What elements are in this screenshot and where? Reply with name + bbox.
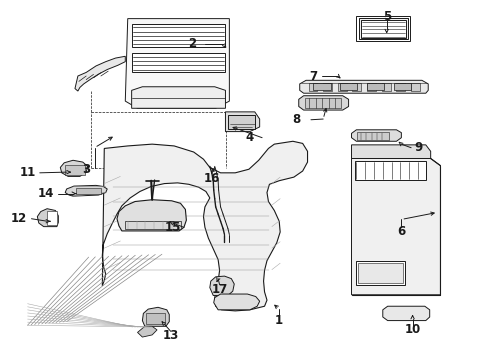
Bar — [359, 18, 408, 39]
Bar — [314, 83, 331, 90]
Polygon shape — [125, 19, 229, 108]
Text: 5: 5 — [383, 10, 391, 23]
Bar — [147, 314, 165, 324]
Circle shape — [141, 216, 152, 225]
Text: 3: 3 — [82, 163, 90, 176]
Text: 15: 15 — [165, 221, 181, 234]
Bar — [76, 188, 101, 194]
Text: 8: 8 — [292, 113, 300, 126]
Text: 6: 6 — [397, 225, 406, 238]
Polygon shape — [65, 185, 107, 196]
Polygon shape — [117, 200, 186, 231]
Polygon shape — [37, 209, 58, 226]
Polygon shape — [225, 112, 260, 132]
Bar — [323, 83, 332, 91]
Polygon shape — [383, 306, 430, 320]
Circle shape — [134, 211, 159, 229]
Bar — [132, 24, 225, 47]
Text: 4: 4 — [246, 131, 254, 144]
Text: 1: 1 — [275, 314, 283, 327]
Text: 2: 2 — [188, 37, 196, 50]
Text: 13: 13 — [163, 329, 179, 342]
Bar — [228, 116, 255, 129]
Bar — [411, 83, 420, 91]
Polygon shape — [143, 307, 169, 326]
Polygon shape — [132, 87, 225, 108]
Text: 17: 17 — [212, 283, 228, 296]
Bar — [65, 165, 85, 175]
Bar — [356, 17, 410, 41]
Circle shape — [71, 166, 79, 171]
Bar — [367, 83, 384, 90]
Bar — [358, 263, 403, 283]
Circle shape — [217, 282, 226, 289]
Polygon shape — [300, 80, 428, 93]
Bar — [338, 83, 346, 91]
Bar — [132, 53, 225, 72]
Polygon shape — [351, 130, 401, 141]
Bar — [394, 83, 411, 90]
Bar — [367, 83, 376, 91]
Text: 14: 14 — [37, 187, 54, 200]
Bar — [47, 211, 57, 225]
Polygon shape — [138, 326, 157, 337]
Polygon shape — [75, 56, 125, 91]
Polygon shape — [351, 145, 431, 158]
Bar — [305, 98, 341, 108]
Bar — [340, 83, 357, 90]
Circle shape — [230, 298, 242, 306]
Bar — [352, 83, 361, 91]
Polygon shape — [214, 294, 260, 310]
Polygon shape — [351, 158, 441, 295]
Polygon shape — [299, 96, 348, 110]
Bar — [361, 20, 406, 38]
Bar — [356, 261, 405, 285]
Text: 7: 7 — [309, 69, 318, 82]
Bar — [357, 132, 389, 140]
Text: 10: 10 — [404, 323, 421, 336]
Polygon shape — [210, 276, 234, 296]
Text: 11: 11 — [20, 166, 36, 179]
Polygon shape — [60, 160, 88, 176]
Text: 9: 9 — [415, 141, 422, 154]
Bar — [125, 221, 181, 229]
Bar — [396, 83, 405, 91]
Bar — [382, 83, 391, 91]
Text: 16: 16 — [203, 172, 220, 185]
Bar — [355, 161, 426, 180]
Bar — [309, 83, 318, 91]
Polygon shape — [102, 141, 308, 311]
Text: 12: 12 — [11, 212, 27, 225]
